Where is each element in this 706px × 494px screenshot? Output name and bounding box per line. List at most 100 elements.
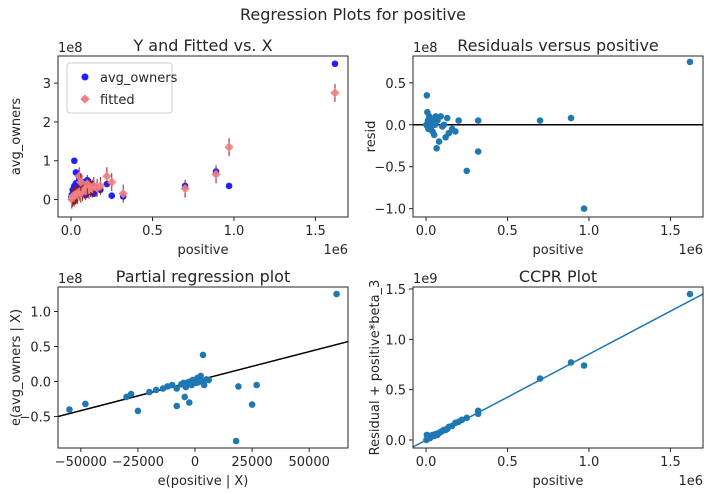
data-point [536,117,544,124]
plot-area [67,60,340,209]
plot-area [58,290,348,445]
data-point [173,402,181,410]
y-offset-label: 1e8 [413,41,438,56]
x-tick-label: 0.0 [416,224,437,239]
panel-title: CCPR Plot [519,267,597,286]
y-axis-label: resid [364,121,379,153]
data-point [134,407,142,415]
x-tick-label: 1.5 [660,455,681,470]
x-offset-label: 1e6 [323,243,348,258]
legend-label-fitted: fitted [100,93,135,108]
data-point [181,393,189,401]
x-offset-label: 1e6 [678,243,703,258]
panel-4: CCPR Plot 0.0 0.5 1.0 1.5 0.0 0.5 1.0 1.5 positiv… [368,267,704,489]
axes-frame [57,286,349,449]
y-tick-label: 0.5 [385,384,406,399]
x-axis-label: positive [178,243,229,258]
legend-marker-fitted [80,94,90,104]
axes-frame [412,55,704,218]
y-tick-label: −1.0 [374,203,406,218]
x-axis-label: positive [533,474,584,489]
y-axis-label: e(avg_owners | X) [9,309,24,426]
fitted-point [102,171,112,181]
y-tick-label: 0.5 [30,341,51,356]
data-point [452,128,459,135]
y-offset-label: 1e9 [413,272,438,287]
x-tick-label: 0.5 [497,455,518,470]
data-point [127,390,135,398]
y-tick-label: 1.0 [30,306,51,321]
observed-point [331,60,339,68]
x-axis-label: positive [533,243,584,258]
y-tick-label: 1.0 [385,333,406,348]
data-point [205,376,213,384]
fitted-point [211,169,221,179]
y-axis-label: Residual + positive*beta_3 [368,280,383,456]
fitted-point [95,181,106,191]
data-point [474,407,482,415]
x-tick-label: 0.5 [497,224,518,239]
plot-area [413,58,703,212]
data-point [333,290,340,298]
observed-point [70,157,78,165]
legend-marker-observed [81,73,89,81]
x-tick-label: 0.5 [142,224,163,239]
y-tick-label: 0.0 [30,376,51,391]
data-point [474,117,482,124]
fitted-point [82,179,92,189]
x-tick-label: 0.0 [61,224,82,239]
data-point [443,114,451,122]
axes-frame [412,286,704,449]
data-point [168,381,176,389]
data-point [185,399,193,406]
data-point [152,386,160,394]
observed-point [108,192,116,199]
data-point [686,290,694,298]
data-point [146,388,153,396]
data-point [423,92,431,99]
data-point [437,113,444,120]
fitted-point [180,184,190,194]
panel-3: Partial regression plot −50000 −25000 0 2500… [9,267,349,489]
x-tick-label: 50000 [289,455,330,470]
data-point [463,414,471,422]
x-tick-label: 1.0 [579,455,600,470]
y-tick-label: −0.5 [374,161,406,176]
data-point [463,167,471,175]
fitted-point [107,177,117,187]
data-point [235,383,242,390]
plot-area [413,290,703,448]
data-point [686,58,694,66]
figure-suptitle: Regression Plots for positive [240,5,466,24]
x-tick-label: 25000 [231,455,272,470]
y-tick-label: −0.5 [19,411,51,426]
data-point [232,437,240,445]
data-point [253,381,260,389]
y-offset-label: 1e8 [58,272,83,287]
x-axis-label: e(positive | X) [158,474,249,489]
legend-box [66,62,173,114]
panel-title: Residuals versus positive [457,36,659,55]
y-tick-label: 0.0 [385,434,406,449]
data-point [536,375,544,382]
x-tick-label: 1.5 [305,224,326,239]
data-point [433,144,440,152]
data-point [455,117,462,124]
axes-frame [57,55,349,218]
y-axis-label: avg_owners [9,98,24,176]
x-offset-label: 1e6 [678,474,703,489]
data-point [173,385,181,392]
y-tick-label: 2 [43,116,51,131]
data-point [440,121,448,129]
y-tick-label: 1.5 [385,283,406,298]
data-point [66,406,73,413]
x-tick-label: 1.5 [660,224,681,239]
fitted-point [224,142,234,152]
data-point [580,362,588,369]
panel-1: Y and Fitted vs. X 0.0 0.5 1.0 1.5 0 1 2 3 positi… [9,36,349,258]
y-tick-label: 0 [43,194,51,209]
data-point [580,205,588,212]
data-point [430,131,438,139]
y-tick-label: 0.0 [385,119,406,134]
